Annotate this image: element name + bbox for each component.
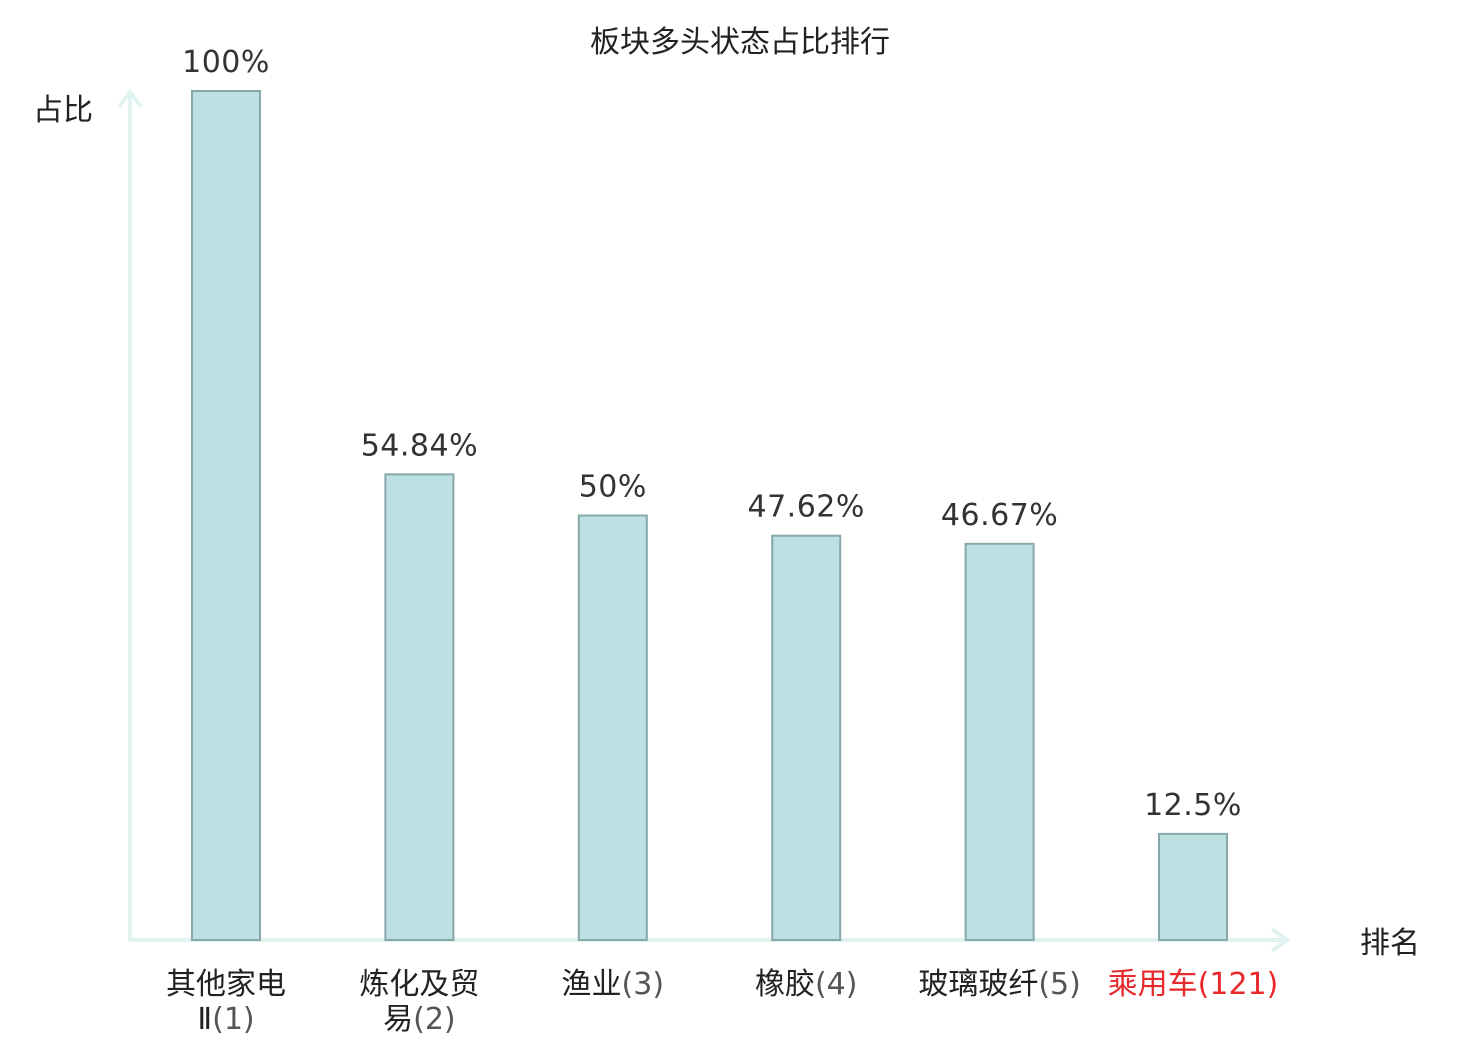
value-label-6: 12.5% xyxy=(1144,788,1242,823)
bars xyxy=(191,90,1228,942)
bar-6 xyxy=(1158,832,1228,942)
value-label-3: 50% xyxy=(579,470,647,505)
value-labels: 100% 54.84% 50% 47.62% 46.67% 12.5% xyxy=(182,45,1242,823)
x-axis-label: 排名 xyxy=(1360,926,1420,961)
value-label-1: 100% xyxy=(182,45,270,80)
chart-title: 板块多头状态占比排行 xyxy=(590,25,890,60)
category-labels: 其他家电 Ⅱ(1) 炼化及贸易(2) 渔业(3) 橡胶(4) 玻璃玻纤(5) 乘用车(121… xyxy=(166,967,1278,1037)
bar-3 xyxy=(577,514,648,941)
bar-5 xyxy=(964,542,1035,941)
category-label-1: 其他家电 Ⅱ(1) xyxy=(166,967,286,1037)
value-label-5: 46.67% xyxy=(941,498,1058,533)
bar-4 xyxy=(771,534,842,941)
y-axis-arrow xyxy=(117,88,143,109)
value-label-4: 47.62% xyxy=(748,490,865,525)
y-axis-label: 占比 xyxy=(33,93,93,128)
category-label-2: 炼化及贸易(2) xyxy=(359,967,479,1037)
x-axis-arrow xyxy=(1270,927,1291,953)
bar-2 xyxy=(384,473,455,941)
category-label-6: 乘用车(121) xyxy=(1108,967,1279,1002)
axes xyxy=(117,88,1291,953)
value-label-2: 54.84% xyxy=(361,428,478,463)
category-label-5: 玻璃玻纤(5) xyxy=(918,967,1081,1002)
bar-1 xyxy=(191,90,261,941)
category-label-3: 渔业(3) xyxy=(562,967,665,1002)
category-label-4: 橡胶(4) xyxy=(755,967,858,1002)
